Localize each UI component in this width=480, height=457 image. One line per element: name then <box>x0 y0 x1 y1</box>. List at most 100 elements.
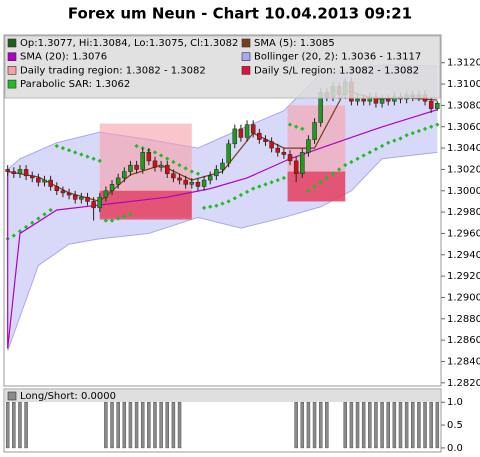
sar-dot <box>386 140 391 145</box>
candle-body <box>23 169 29 177</box>
candle-body <box>207 175 213 181</box>
y-tick-label: 1.3060 <box>447 122 480 133</box>
sar-dot <box>48 207 53 213</box>
candle-body <box>5 169 10 172</box>
sma-line <box>7 109 438 349</box>
candle-body <box>97 196 102 209</box>
sar-dot <box>244 189 250 194</box>
bar <box>110 401 114 449</box>
bar <box>140 401 145 449</box>
candle-body <box>177 177 182 181</box>
bar <box>429 401 433 449</box>
candle-body <box>109 184 115 192</box>
sar-dot <box>251 186 256 191</box>
sar-dot <box>66 148 72 153</box>
sar-dot <box>398 136 403 141</box>
bar <box>380 401 384 449</box>
bar <box>153 401 157 449</box>
sar-dot <box>312 184 317 189</box>
candle-body <box>355 98 360 102</box>
sar-dot <box>97 158 102 164</box>
candle-body <box>60 190 66 194</box>
candle-body <box>195 181 201 187</box>
candle-body <box>134 164 139 170</box>
sar-dot <box>324 175 329 181</box>
candle-body <box>17 169 23 174</box>
candle-body <box>91 201 96 209</box>
candle-body <box>54 186 60 192</box>
candle-body <box>85 196 90 202</box>
candle-body <box>293 160 299 174</box>
sar-dot <box>11 233 16 238</box>
candle-body <box>171 173 176 179</box>
candle-body <box>128 164 133 172</box>
candle-body <box>36 177 41 183</box>
legend-label: Bollinger (20, 2): 1.3036 - 1.3117 <box>254 52 421 63</box>
bar <box>325 401 329 449</box>
bar <box>5 401 10 449</box>
bar <box>147 401 151 449</box>
sar-dot <box>85 154 90 159</box>
legend-label: Long/Short: 0.0000 <box>20 391 116 402</box>
sar-dot <box>171 159 176 165</box>
bar <box>122 401 127 449</box>
candle-body <box>189 181 195 185</box>
sar-dot <box>318 180 323 185</box>
candle-body <box>428 100 434 109</box>
legend-label: SMA (5): 1.3085 <box>254 38 335 49</box>
y-tick-label: 1.2920 <box>447 271 480 282</box>
bar <box>435 401 440 449</box>
sar-dot <box>220 201 225 206</box>
candle-body <box>238 128 244 138</box>
sar-dot <box>306 188 311 193</box>
bar <box>355 401 360 449</box>
sar-dot <box>73 150 78 155</box>
bar <box>404 401 409 449</box>
bar <box>349 401 354 449</box>
candle-body <box>312 122 317 140</box>
sar-dot <box>159 153 164 158</box>
bar <box>165 401 170 449</box>
bar <box>18 401 22 449</box>
bar <box>177 401 182 449</box>
candle-body <box>287 154 293 162</box>
bar <box>374 401 378 449</box>
legend-label: SMA (20): 1.3076 <box>20 52 107 63</box>
legend-swatch <box>7 391 17 401</box>
bar <box>134 401 139 449</box>
legend-swatch <box>241 52 251 62</box>
legend-label: Daily trading region: 1.3082 - 1.3082 <box>20 65 206 76</box>
candle-body <box>257 132 262 140</box>
candle-body <box>11 171 17 174</box>
candle-body <box>281 152 287 155</box>
y-tick-label: 1.3040 <box>447 143 480 154</box>
y-tick-label: 1.2840 <box>447 356 480 367</box>
legend-label: Daily S/L region: 1.3082 - 1.3082 <box>254 65 419 76</box>
bar <box>368 401 372 449</box>
bar <box>12 401 16 449</box>
bar <box>423 401 427 449</box>
bar <box>116 401 120 449</box>
sar-dot <box>189 169 194 174</box>
sar-dot <box>257 184 262 189</box>
candle-body <box>140 152 145 170</box>
candle-body <box>263 139 268 142</box>
candle-body <box>66 192 72 196</box>
sar-dot <box>281 175 286 181</box>
sar-dot <box>373 147 379 152</box>
candle-body <box>72 194 78 200</box>
bar <box>171 401 176 449</box>
sar-dot <box>416 128 422 134</box>
candle-body <box>103 190 109 198</box>
y-tick-label: 1.2900 <box>447 292 480 303</box>
sar-dot <box>30 220 35 225</box>
sar-dot <box>183 166 188 171</box>
candle-body <box>232 128 238 145</box>
bar <box>386 401 390 449</box>
sar-dot <box>79 152 84 157</box>
bar <box>312 401 317 449</box>
sar-dot <box>54 143 59 149</box>
y-tick-label: 0.5 <box>447 420 463 431</box>
